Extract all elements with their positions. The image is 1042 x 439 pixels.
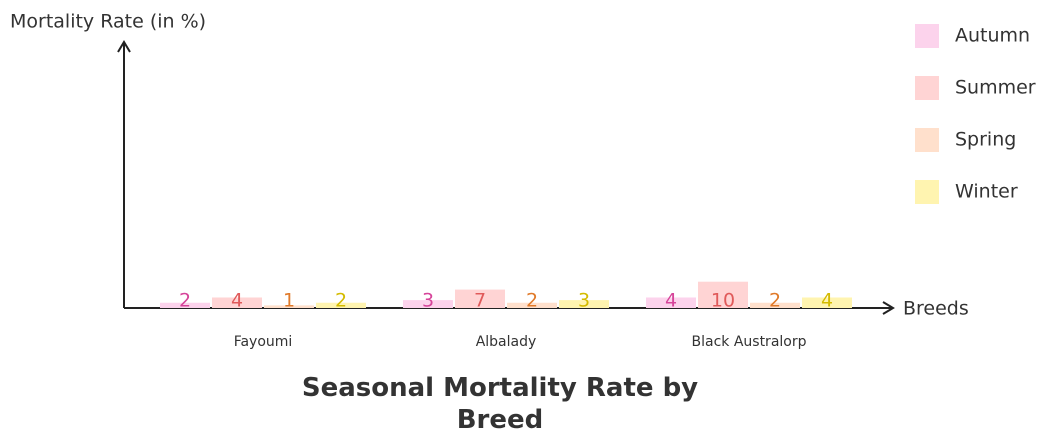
legend-swatch [915,24,939,48]
data-label: 4 [665,290,677,312]
x-tick-label: Black Australorp [692,334,807,350]
legend-label: Summer [955,77,1036,99]
chart-title: Seasonal Mortality Rate by Breed [301,373,699,435]
bar [802,297,852,308]
x-tick-label: Albalady [476,334,537,350]
legend-swatch [915,76,939,100]
bar [507,302,557,308]
data-label: 2 [769,290,781,312]
bar [212,297,262,308]
bar [750,302,800,308]
data-label: 2 [179,290,191,312]
bar [403,300,453,308]
legend-swatch [915,180,939,204]
legend-label: Autumn [955,25,1030,47]
data-label: 4 [821,290,833,312]
y-axis-arrow [117,40,131,53]
data-label: 1 [283,290,295,312]
x-axis-arrow [882,301,895,315]
bar [316,302,366,308]
data-label: 4 [231,290,243,312]
bar [559,300,609,308]
y-axis-label: Mortality Rate (in %) [10,11,206,33]
x-axis-label: Breeds [903,298,969,320]
data-label: 3 [578,290,590,312]
bar [160,302,210,308]
bar [455,289,505,308]
bar [698,281,748,308]
bar [264,305,314,308]
data-label: 7 [474,290,486,312]
data-label: 3 [422,290,434,312]
legend-label: Winter [955,181,1018,203]
data-label: 2 [335,290,347,312]
legend-label: Spring [955,129,1016,151]
bar [646,297,696,308]
data-label: 10 [711,290,735,312]
data-label: 2 [526,290,538,312]
x-tick-label: Fayoumi [234,334,293,350]
legend-swatch [915,128,939,152]
